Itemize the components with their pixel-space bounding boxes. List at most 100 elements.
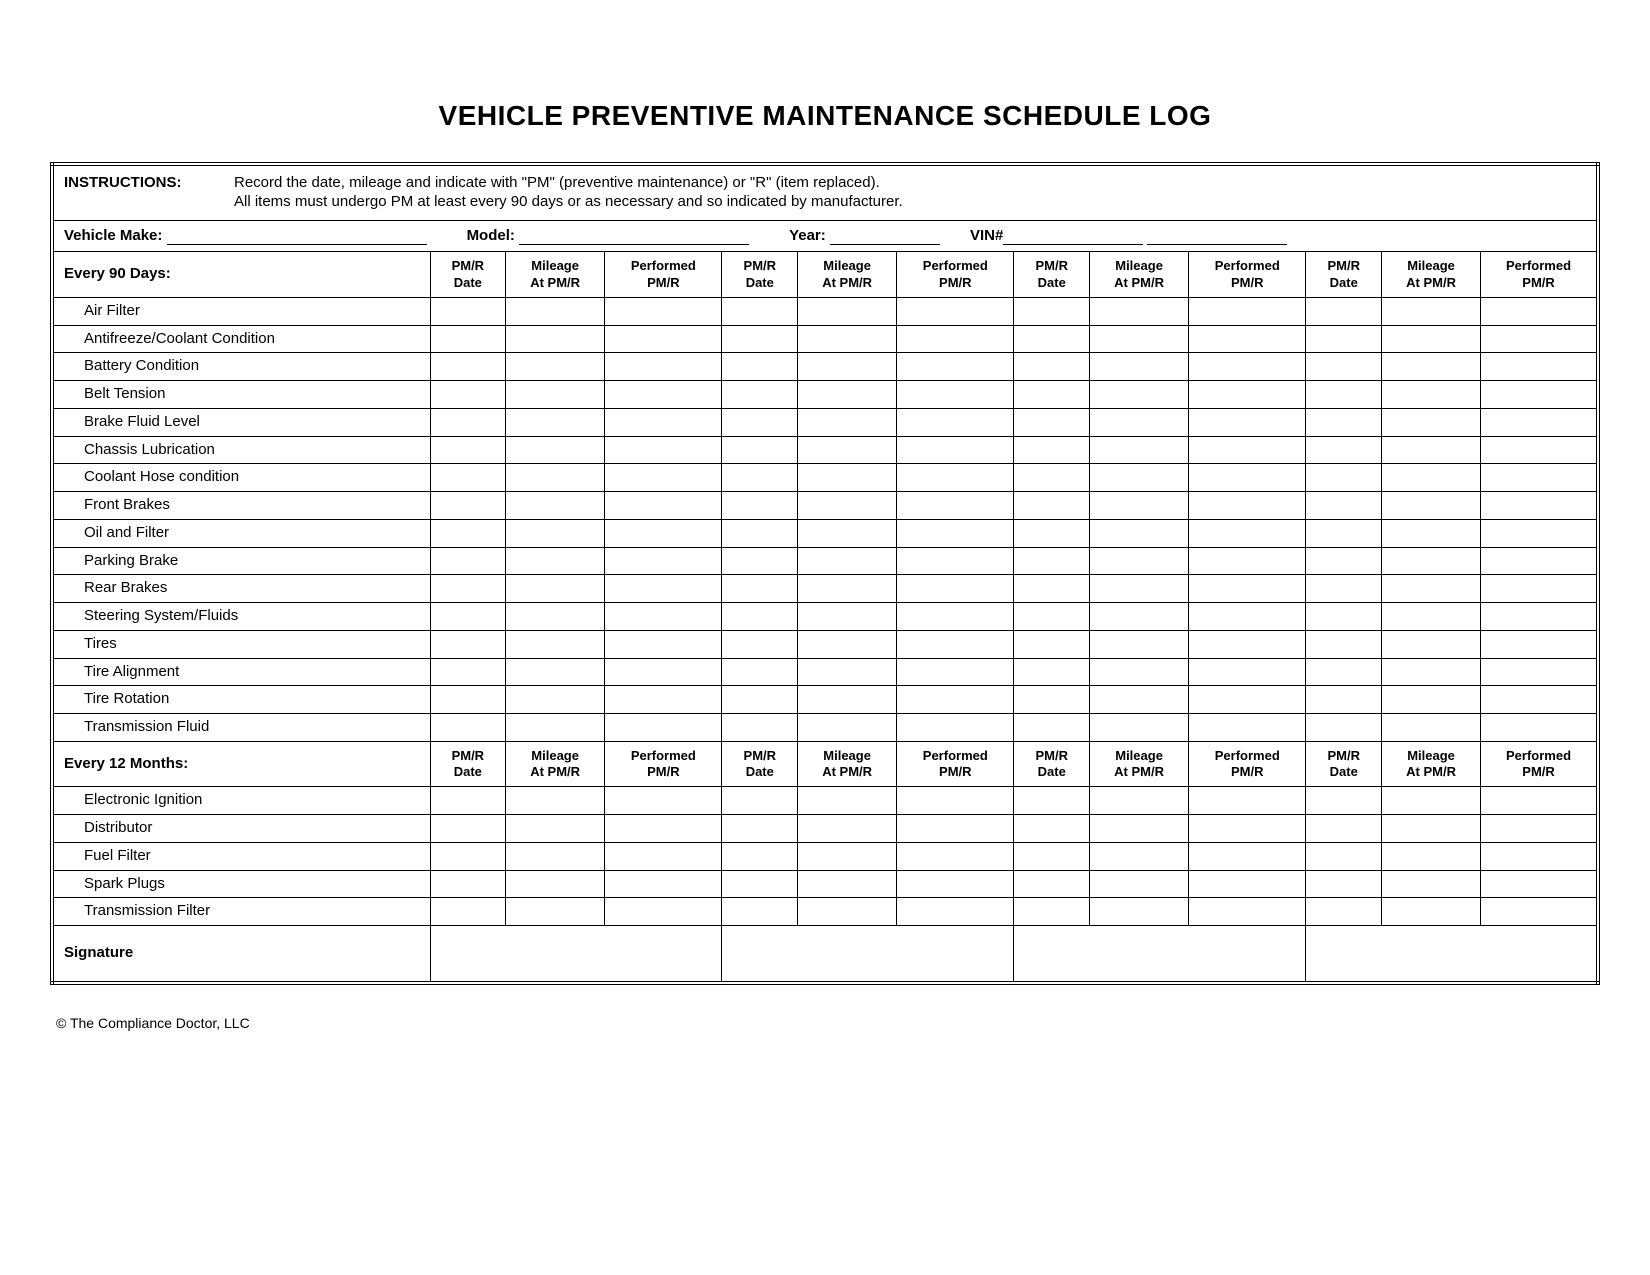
entry-cell[interactable] <box>798 870 897 898</box>
entry-cell[interactable] <box>1090 464 1189 492</box>
entry-cell[interactable] <box>1014 464 1090 492</box>
entry-cell[interactable] <box>1382 603 1481 631</box>
entry-cell[interactable] <box>1382 686 1481 714</box>
entry-cell[interactable] <box>1382 492 1481 520</box>
entry-cell[interactable] <box>1014 547 1090 575</box>
entry-cell[interactable] <box>1189 381 1306 409</box>
entry-cell[interactable] <box>1090 436 1189 464</box>
entry-cell[interactable] <box>605 658 722 686</box>
entry-cell[interactable] <box>1382 575 1481 603</box>
signature-cell[interactable] <box>430 926 722 983</box>
entry-cell[interactable] <box>1306 492 1382 520</box>
entry-cell[interactable] <box>798 603 897 631</box>
entry-cell[interactable] <box>1481 408 1598 436</box>
entry-cell[interactable] <box>1382 870 1481 898</box>
entry-cell[interactable] <box>1306 714 1382 742</box>
entry-cell[interactable] <box>430 575 506 603</box>
entry-cell[interactable] <box>1306 898 1382 926</box>
entry-cell[interactable] <box>1014 686 1090 714</box>
entry-cell[interactable] <box>798 787 897 815</box>
entry-cell[interactable] <box>605 464 722 492</box>
signature-cell[interactable] <box>1014 926 1306 983</box>
entry-cell[interactable] <box>605 787 722 815</box>
entry-cell[interactable] <box>605 519 722 547</box>
entry-cell[interactable] <box>430 630 506 658</box>
entry-cell[interactable] <box>506 575 605 603</box>
entry-cell[interactable] <box>605 436 722 464</box>
entry-cell[interactable] <box>1189 464 1306 492</box>
entry-cell[interactable] <box>1189 603 1306 631</box>
entry-cell[interactable] <box>506 353 605 381</box>
entry-cell[interactable] <box>506 870 605 898</box>
entry-cell[interactable] <box>1481 519 1598 547</box>
entry-cell[interactable] <box>1481 381 1598 409</box>
entry-cell[interactable] <box>1014 630 1090 658</box>
entry-cell[interactable] <box>1481 464 1598 492</box>
entry-cell[interactable] <box>1481 353 1598 381</box>
entry-cell[interactable] <box>897 658 1014 686</box>
entry-cell[interactable] <box>1382 325 1481 353</box>
entry-cell[interactable] <box>1481 870 1598 898</box>
entry-cell[interactable] <box>798 630 897 658</box>
entry-cell[interactable] <box>1382 353 1481 381</box>
entry-cell[interactable] <box>1189 325 1306 353</box>
entry-cell[interactable] <box>1014 658 1090 686</box>
entry-cell[interactable] <box>1481 714 1598 742</box>
entry-cell[interactable] <box>506 714 605 742</box>
entry-cell[interactable] <box>506 842 605 870</box>
vin-field-2[interactable] <box>1147 231 1287 245</box>
entry-cell[interactable] <box>722 464 798 492</box>
entry-cell[interactable] <box>1189 898 1306 926</box>
entry-cell[interactable] <box>1306 547 1382 575</box>
entry-cell[interactable] <box>798 297 897 325</box>
entry-cell[interactable] <box>1014 353 1090 381</box>
entry-cell[interactable] <box>605 325 722 353</box>
entry-cell[interactable] <box>1014 603 1090 631</box>
entry-cell[interactable] <box>1382 658 1481 686</box>
entry-cell[interactable] <box>722 658 798 686</box>
entry-cell[interactable] <box>605 408 722 436</box>
entry-cell[interactable] <box>430 815 506 843</box>
entry-cell[interactable] <box>1481 787 1598 815</box>
entry-cell[interactable] <box>430 898 506 926</box>
entry-cell[interactable] <box>798 353 897 381</box>
entry-cell[interactable] <box>1189 547 1306 575</box>
entry-cell[interactable] <box>1189 842 1306 870</box>
entry-cell[interactable] <box>1306 630 1382 658</box>
entry-cell[interactable] <box>722 547 798 575</box>
entry-cell[interactable] <box>605 714 722 742</box>
entry-cell[interactable] <box>506 325 605 353</box>
entry-cell[interactable] <box>1306 519 1382 547</box>
entry-cell[interactable] <box>1481 630 1598 658</box>
entry-cell[interactable] <box>897 325 1014 353</box>
entry-cell[interactable] <box>897 353 1014 381</box>
entry-cell[interactable] <box>1014 787 1090 815</box>
entry-cell[interactable] <box>1090 658 1189 686</box>
vehicle-make-field[interactable] <box>167 231 427 245</box>
entry-cell[interactable] <box>798 815 897 843</box>
entry-cell[interactable] <box>798 408 897 436</box>
entry-cell[interactable] <box>430 686 506 714</box>
entry-cell[interactable] <box>1481 325 1598 353</box>
entry-cell[interactable] <box>506 408 605 436</box>
entry-cell[interactable] <box>897 297 1014 325</box>
entry-cell[interactable] <box>798 686 897 714</box>
entry-cell[interactable] <box>506 658 605 686</box>
entry-cell[interactable] <box>605 603 722 631</box>
entry-cell[interactable] <box>1382 842 1481 870</box>
entry-cell[interactable] <box>430 714 506 742</box>
entry-cell[interactable] <box>1306 815 1382 843</box>
entry-cell[interactable] <box>605 686 722 714</box>
model-field[interactable] <box>519 231 749 245</box>
entry-cell[interactable] <box>1481 686 1598 714</box>
entry-cell[interactable] <box>1189 519 1306 547</box>
entry-cell[interactable] <box>897 575 1014 603</box>
entry-cell[interactable] <box>1090 325 1189 353</box>
entry-cell[interactable] <box>1481 603 1598 631</box>
entry-cell[interactable] <box>798 714 897 742</box>
entry-cell[interactable] <box>430 842 506 870</box>
entry-cell[interactable] <box>1090 842 1189 870</box>
entry-cell[interactable] <box>1306 658 1382 686</box>
entry-cell[interactable] <box>1014 297 1090 325</box>
entry-cell[interactable] <box>430 436 506 464</box>
